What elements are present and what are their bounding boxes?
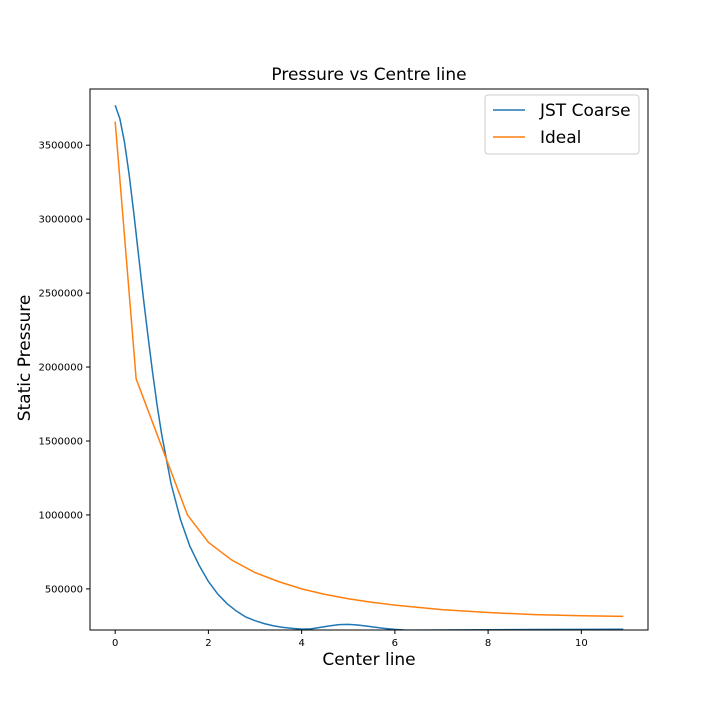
x-tick-label: 2 [205, 638, 211, 649]
chart-title: Pressure vs Centre line [271, 65, 466, 85]
plot-frame [89, 88, 649, 631]
series-line-ideal [114, 121, 624, 618]
axes: 0 2 4 6 8 10 500000 1000000 1500000 2000000 250000… [38, 88, 649, 649]
legend-label-jst-coarse: JST Coarse [539, 101, 631, 121]
x-tick-label: 4 [298, 638, 304, 649]
y-tick-label: 3000000 [38, 215, 83, 226]
x-tick-label: 0 [112, 638, 118, 649]
y-axis-title: Static Pressure [15, 295, 35, 422]
y-tick-label: 1000000 [38, 510, 83, 521]
y-tick-label: 1500000 [38, 436, 83, 447]
y-tick-label: 3500000 [38, 141, 83, 152]
y-tick-label: 2000000 [38, 363, 83, 374]
legend: JST Coarse Ideal [484, 94, 640, 155]
y-tick-label: 2500000 [38, 289, 83, 300]
x-tick-label: 6 [392, 638, 398, 649]
x-axis-title: Center line [322, 650, 415, 670]
x-tick-label: 10 [575, 638, 588, 649]
legend-label-ideal: Ideal [540, 128, 581, 148]
y-tick-label: 500000 [45, 584, 83, 595]
x-tick-label: 8 [485, 638, 491, 649]
